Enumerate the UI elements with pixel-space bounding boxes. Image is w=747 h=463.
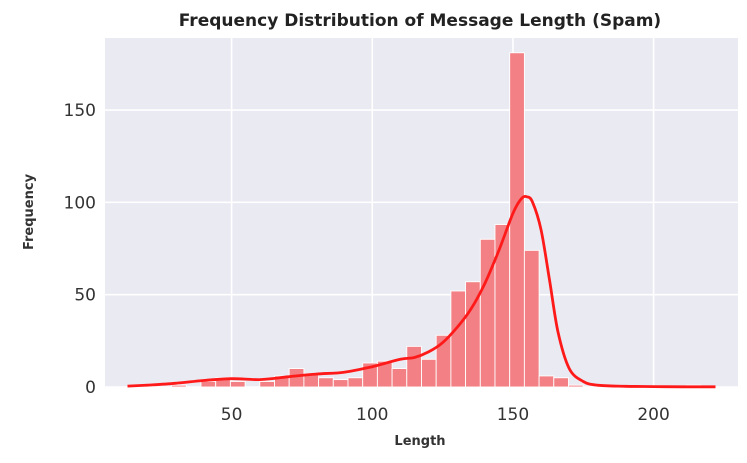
x-tick-labels: 50 100 150 200: [221, 405, 670, 425]
histogram-bar: [479, 238, 496, 388]
y-tick-label: 150: [64, 101, 96, 121]
y-tick-label: 100: [64, 193, 96, 213]
kde-curve: [127, 195, 716, 389]
x-tick-label: 100: [356, 405, 388, 425]
y-tick-label: 0: [85, 378, 96, 398]
histogram-bar: [347, 377, 364, 388]
histogram-bar: [421, 358, 437, 388]
histogram-bar: [509, 52, 525, 388]
histogram-bar: [494, 224, 511, 388]
x-tick-label: 200: [637, 405, 669, 425]
x-axis-label: Length: [394, 434, 445, 449]
x-tick-label: 50: [221, 405, 243, 425]
x-tick-label: 150: [497, 405, 529, 425]
histogram-bar: [200, 381, 217, 388]
histogram-bar: [523, 249, 540, 388]
histogram-bar: [450, 290, 467, 388]
chart-title: Frequency Distribution of Message Length…: [179, 11, 661, 31]
histogram-bar: [318, 377, 334, 388]
histogram-bar: [229, 381, 246, 388]
histogram-bar: [538, 375, 555, 388]
plot-background: [105, 38, 738, 387]
y-tick-labels: 0 50 100 150: [64, 101, 96, 398]
y-tick-label: 50: [74, 286, 96, 306]
histogram-bar: [259, 381, 275, 388]
histogram-bar: [332, 379, 349, 388]
histogram-bar: [553, 377, 569, 388]
histogram-bar: [568, 384, 584, 388]
y-axis-label: Frequency: [22, 173, 37, 250]
histogram-bar: [171, 384, 187, 388]
histogram-bar: [391, 368, 408, 388]
histogram-bar: [406, 345, 422, 388]
